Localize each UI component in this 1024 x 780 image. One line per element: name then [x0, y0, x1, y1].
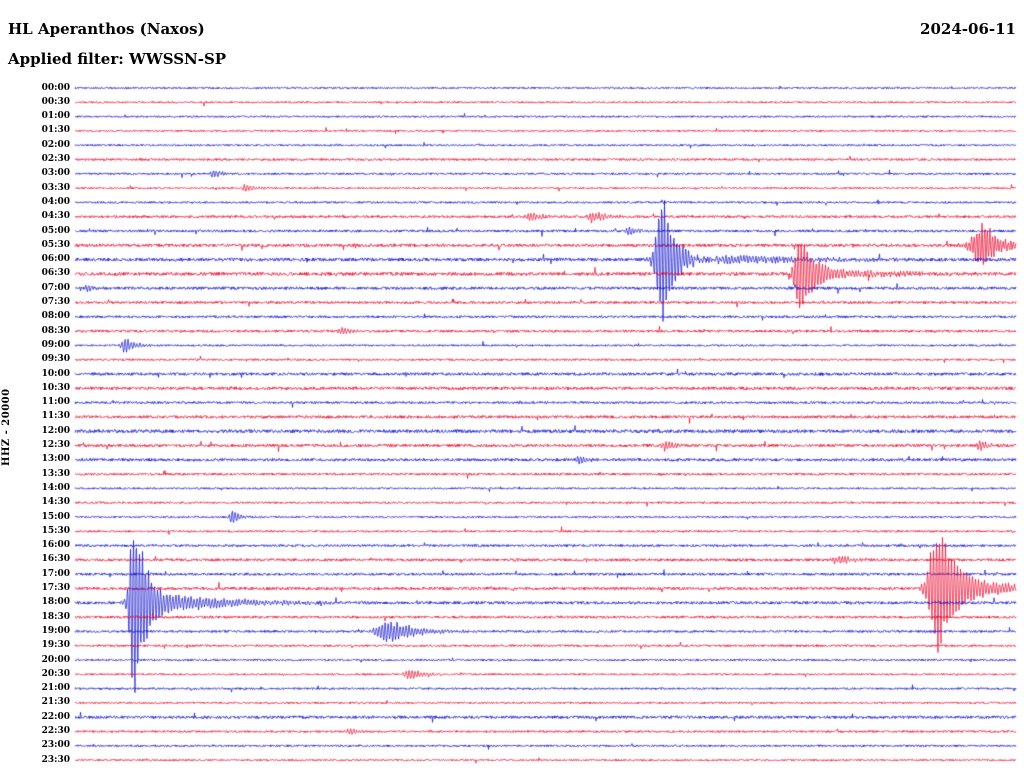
helicorder-canvas [0, 0, 1024, 780]
helicorder-page: HL Aperanthos (Naxos) 2024-06-11 Applied… [0, 0, 1024, 780]
